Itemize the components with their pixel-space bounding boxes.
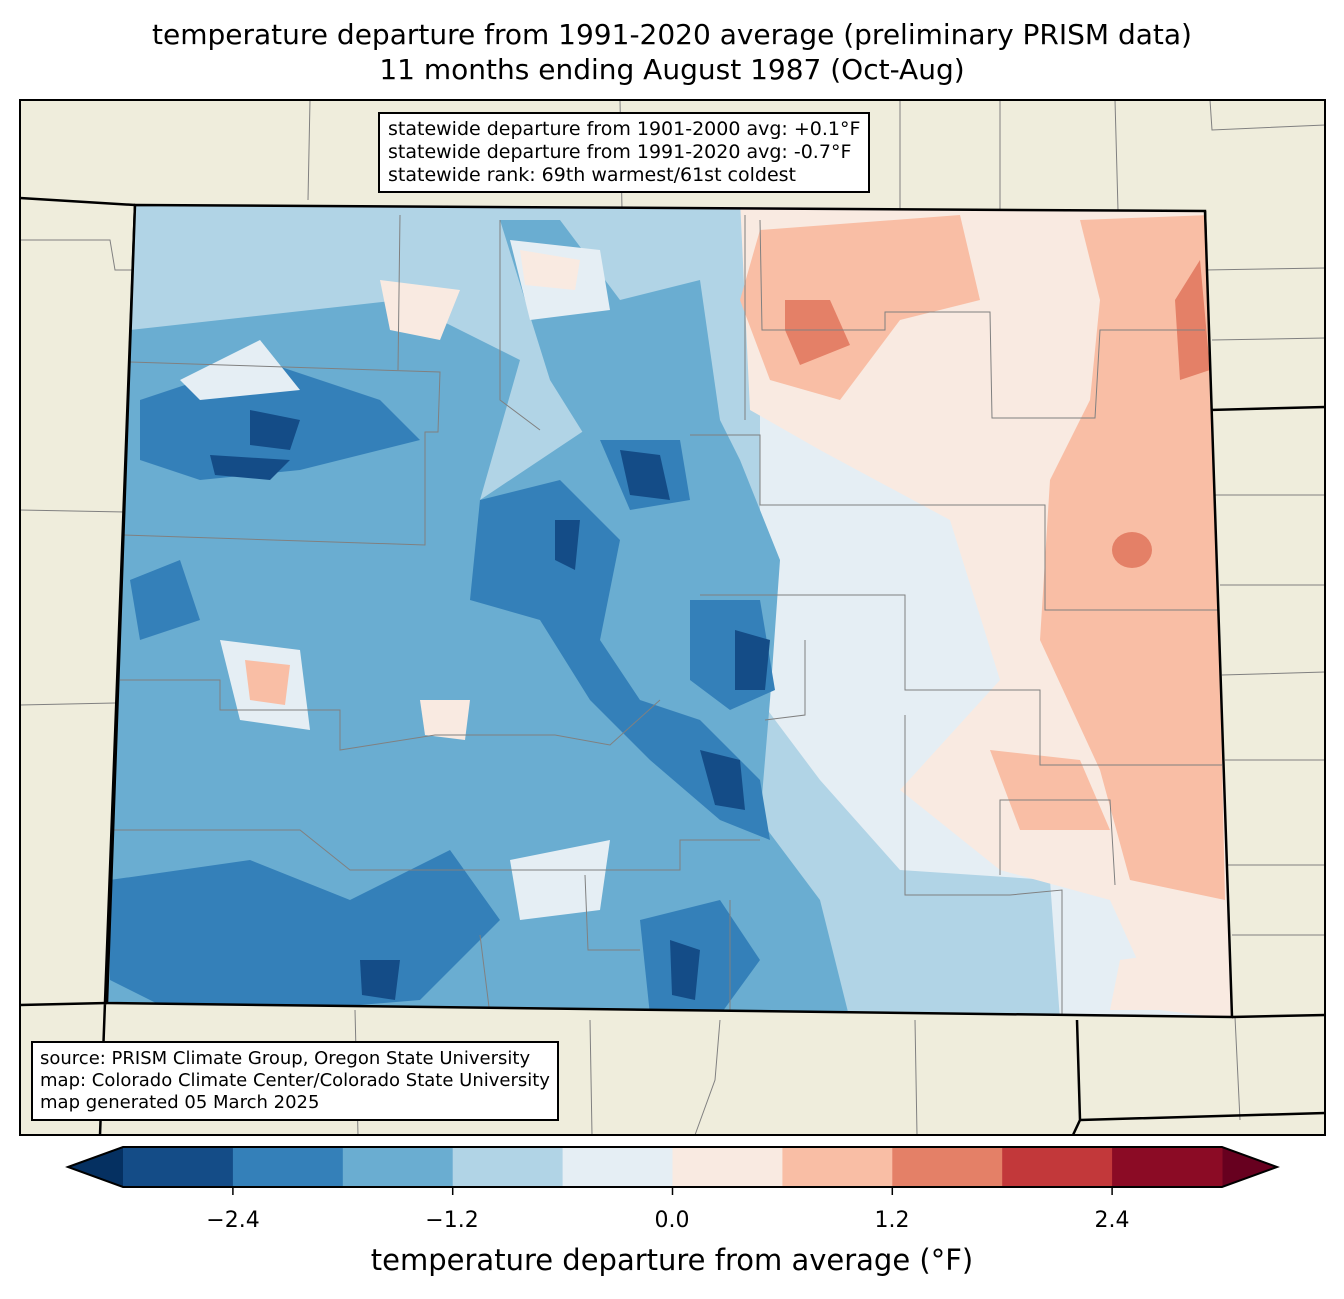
map-title: temperature departure from 1991-2020 ave…	[152, 18, 1192, 51]
colorbar-tick-label: −1.2	[425, 1208, 479, 1233]
map-frame	[19, 99, 1326, 1136]
colorbar-bin	[672, 1147, 783, 1187]
colorbar-under-arrow	[68, 1147, 123, 1187]
colorbar-bin	[782, 1147, 893, 1187]
colorbar-bin	[342, 1147, 454, 1187]
colorbar-bin	[1002, 1147, 1113, 1187]
colorbar-bin	[1112, 1147, 1223, 1187]
credit-source: source: PRISM Climate Group, Oregon Stat…	[40, 1048, 531, 1069]
colorbar-outline	[65, 1146, 1280, 1188]
colorado-border	[105, 203, 1234, 1019]
colorbar-tick-label: 1.2	[874, 1208, 910, 1233]
stat-rank: statewide rank: 69th warmest/61st coldes…	[388, 164, 797, 186]
credit-generated: map generated 05 March 2025	[40, 1092, 320, 1113]
colorbar-bin	[123, 1147, 234, 1187]
colorbar-bin	[892, 1147, 1003, 1187]
colorbar-tick-label: 0.0	[654, 1208, 690, 1233]
colorbar-tick-label: 2.4	[1094, 1208, 1130, 1233]
colorbar	[65, 1146, 1280, 1195]
stat-departure-1901-2000: statewide departure from 1901-2000 avg: …	[388, 118, 861, 140]
colorbar-over-arrow	[1222, 1147, 1277, 1187]
county-lines	[110, 214, 1222, 1017]
statewide-stats-box: statewide departure from 1901-2000 avg: …	[378, 112, 871, 193]
map-subtitle: 11 months ending August 1987 (Oct-Aug)	[379, 53, 965, 86]
colorbar-label: temperature departure from average (°F)	[370, 1243, 974, 1277]
temperature-departure-field	[107, 205, 1232, 1017]
colorbar-bin	[452, 1147, 564, 1187]
credit-map: map: Colorado Climate Center/Colorado St…	[40, 1070, 550, 1091]
colorbar-tick-label: −2.4	[206, 1208, 260, 1233]
colorbar-bin	[562, 1147, 673, 1187]
stat-departure-1991-2020: statewide departure from 1991-2020 avg: …	[388, 141, 852, 163]
credits-box: source: PRISM Climate Group, Oregon Stat…	[31, 1041, 559, 1121]
colorbar-bin	[232, 1147, 344, 1187]
